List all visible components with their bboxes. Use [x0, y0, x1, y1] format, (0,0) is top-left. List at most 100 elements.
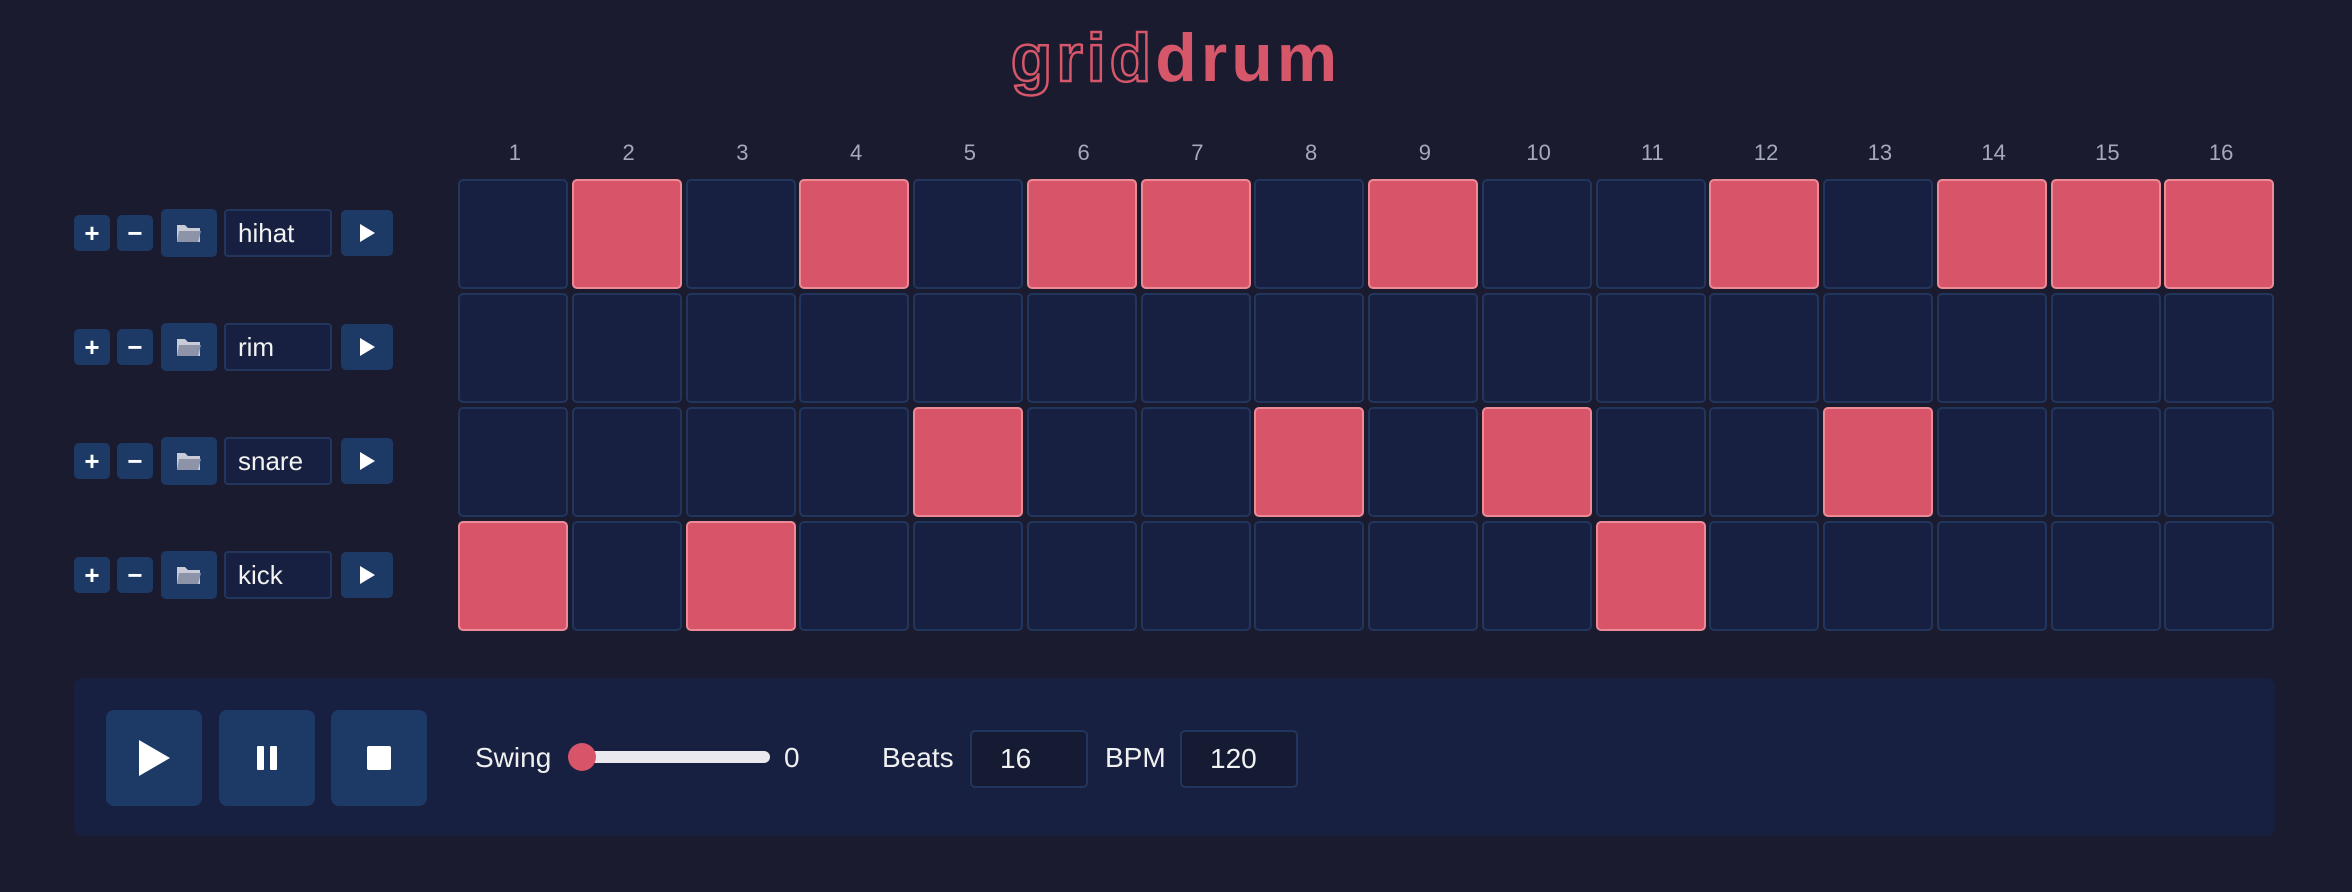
- step-cell-rim-8[interactable]: [1254, 293, 1365, 403]
- track-name-field[interactable]: hihat: [224, 209, 332, 257]
- step-cell-hihat-10[interactable]: [1481, 179, 1592, 289]
- step-cell-hihat-13[interactable]: [1823, 179, 1933, 289]
- app-title-solid: drum: [1155, 20, 1342, 96]
- play-button[interactable]: [106, 710, 202, 806]
- step-cell-snare-10[interactable]: [1481, 407, 1592, 517]
- step-cell-hihat-9[interactable]: [1368, 179, 1478, 289]
- remove-track-button[interactable]: −: [117, 215, 153, 251]
- step-cell-rim-1[interactable]: [458, 293, 568, 403]
- remove-track-button[interactable]: −: [117, 329, 153, 365]
- bpm-input[interactable]: 120: [1180, 730, 1298, 788]
- step-cell-kick-2[interactable]: [571, 521, 682, 631]
- step-cell-kick-12[interactable]: [1709, 521, 1820, 631]
- step-cell-hihat-4[interactable]: [799, 179, 910, 289]
- step-cell-hihat-5[interactable]: [913, 179, 1023, 289]
- step-cell-hihat-1[interactable]: [458, 179, 568, 289]
- step-cell-kick-13[interactable]: [1823, 521, 1933, 631]
- step-cell-hihat-6[interactable]: [1026, 179, 1137, 289]
- step-cell-rim-13[interactable]: [1823, 293, 1933, 403]
- step-cell-hihat-7[interactable]: [1140, 179, 1251, 289]
- step-cell-kick-10[interactable]: [1481, 521, 1592, 631]
- swing-label: Swing: [475, 742, 552, 773]
- preview-track-button[interactable]: [341, 552, 393, 598]
- step-cell-hihat-14[interactable]: [1936, 179, 2047, 289]
- step-cell-rim-12[interactable]: [1709, 293, 1820, 403]
- remove-track-button[interactable]: −: [117, 557, 153, 593]
- step-cell-kick-8[interactable]: [1254, 521, 1365, 631]
- step-cell-snare-14[interactable]: [1936, 407, 2047, 517]
- step-cell-snare-15[interactable]: [2050, 407, 2161, 517]
- swing-slider-thumb[interactable]: [568, 743, 596, 771]
- step-cell-snare-5[interactable]: [913, 407, 1023, 517]
- step-cell-rim-15[interactable]: [2050, 293, 2161, 403]
- step-cell-rim-2[interactable]: [571, 293, 682, 403]
- add-track-button[interactable]: +: [74, 215, 110, 251]
- step-cell-rim-16[interactable]: [2164, 293, 2275, 403]
- step-cell-rim-5[interactable]: [913, 293, 1023, 403]
- add-track-button[interactable]: +: [74, 329, 110, 365]
- step-cell-snare-7[interactable]: [1140, 407, 1251, 517]
- step-cell-kick-11[interactable]: [1595, 521, 1706, 631]
- load-sample-button[interactable]: [161, 323, 217, 371]
- step-cell-hihat-12[interactable]: [1709, 179, 1820, 289]
- step-cell-rim-10[interactable]: [1481, 293, 1592, 403]
- step-cell-hihat-16[interactable]: [2164, 179, 2275, 289]
- preview-track-button[interactable]: [341, 324, 393, 370]
- step-cell-rim-7[interactable]: [1140, 293, 1251, 403]
- step-cell-snare-13[interactable]: [1823, 407, 1933, 517]
- step-cell-rim-14[interactable]: [1936, 293, 2047, 403]
- step-cell-snare-2[interactable]: [571, 407, 682, 517]
- step-cell-snare-9[interactable]: [1368, 407, 1478, 517]
- step-cell-snare-16[interactable]: [2164, 407, 2275, 517]
- add-track-button[interactable]: +: [74, 557, 110, 593]
- step-cell-hihat-11[interactable]: [1595, 179, 1706, 289]
- load-sample-button[interactable]: [161, 209, 217, 257]
- app-title-outline: grid: [1010, 19, 1156, 98]
- track-controls-kick: + − kick: [74, 550, 393, 600]
- step-cell-hihat-15[interactable]: [2050, 179, 2161, 289]
- remove-track-button[interactable]: −: [117, 443, 153, 479]
- step-cell-snare-12[interactable]: [1709, 407, 1820, 517]
- track-name-field[interactable]: snare: [224, 437, 332, 485]
- step-cell-kick-15[interactable]: [2050, 521, 2161, 631]
- step-cell-snare-8[interactable]: [1254, 407, 1365, 517]
- preview-track-button[interactable]: [341, 210, 393, 256]
- beat-number: 14: [1981, 140, 2006, 165]
- track-name-field[interactable]: kick: [224, 551, 332, 599]
- step-cell-hihat-2[interactable]: [571, 179, 682, 289]
- add-track-button[interactable]: +: [74, 443, 110, 479]
- pause-button[interactable]: [219, 710, 315, 806]
- step-cell-snare-4[interactable]: [799, 407, 910, 517]
- step-cell-snare-11[interactable]: [1595, 407, 1706, 517]
- step-cell-snare-1[interactable]: [458, 407, 568, 517]
- preview-track-button[interactable]: [341, 438, 393, 484]
- step-cell-kick-4[interactable]: [799, 521, 910, 631]
- step-cell-kick-16[interactable]: [2164, 521, 2275, 631]
- step-cell-rim-9[interactable]: [1368, 293, 1478, 403]
- step-cell-rim-11[interactable]: [1595, 293, 1706, 403]
- step-cell-kick-7[interactable]: [1140, 521, 1251, 631]
- swing-slider-track[interactable]: [580, 751, 770, 763]
- beat-number: 1: [508, 140, 521, 165]
- step-cell-kick-5[interactable]: [913, 521, 1023, 631]
- step-cell-rim-4[interactable]: [799, 293, 910, 403]
- step-cell-hihat-3[interactable]: [685, 179, 796, 289]
- step-cell-rim-6[interactable]: [1026, 293, 1137, 403]
- step-cell-kick-3[interactable]: [685, 521, 796, 631]
- track-name-field[interactable]: rim: [224, 323, 332, 371]
- step-cell-rim-3[interactable]: [685, 293, 796, 403]
- step-cell-hihat-8[interactable]: [1254, 179, 1365, 289]
- step-cell-kick-6[interactable]: [1026, 521, 1137, 631]
- step-cell-kick-1[interactable]: [458, 521, 568, 631]
- stop-button[interactable]: [331, 710, 427, 806]
- load-sample-button[interactable]: [161, 551, 217, 599]
- load-sample-button[interactable]: [161, 437, 217, 485]
- step-cell-kick-14[interactable]: [1936, 521, 2047, 631]
- step-cell-kick-9[interactable]: [1368, 521, 1478, 631]
- beats-input[interactable]: 16: [970, 730, 1088, 788]
- beat-number: 11: [1640, 140, 1664, 165]
- beat-number: 5: [963, 140, 976, 165]
- beat-number: 2: [622, 140, 635, 165]
- step-cell-snare-6[interactable]: [1026, 407, 1137, 517]
- step-cell-snare-3[interactable]: [685, 407, 796, 517]
